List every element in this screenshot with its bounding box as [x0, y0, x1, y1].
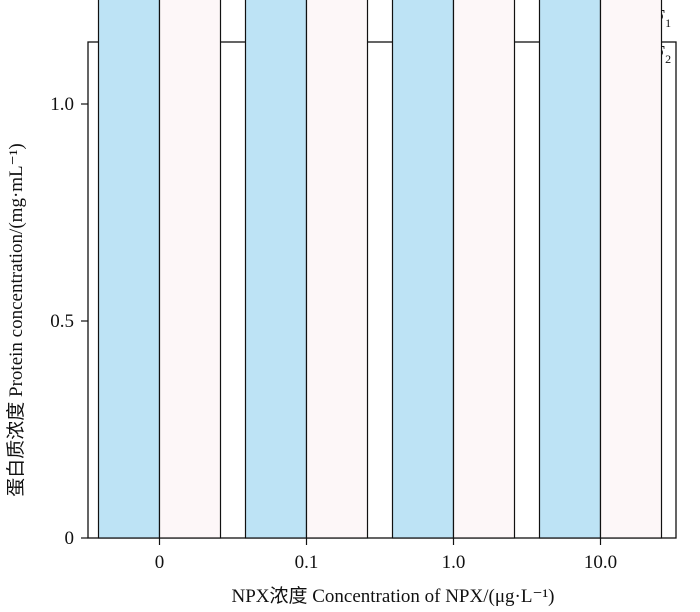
- x-tick-label-3: 10.0: [584, 552, 617, 573]
- y-tick-label-1: 0.5: [50, 311, 74, 332]
- bar-f2-1: [305, 0, 369, 539]
- bar-f1-3: [538, 0, 602, 539]
- x-tick-label-1: 0.1: [295, 552, 319, 573]
- legend-sub-f1: 1: [665, 16, 671, 30]
- bar-f2-0: [158, 0, 222, 539]
- bar-f1-2: [391, 0, 455, 539]
- plot-frame: [87, 41, 677, 539]
- y-tick-label-2: 1.0: [50, 94, 74, 115]
- y-axis-label: 蛋白质浓度 Protein concentration/(mg·mL⁻¹): [5, 143, 27, 496]
- legend-sub-f2: 2: [665, 52, 671, 66]
- bar-f2-2: [452, 0, 516, 539]
- y-tick-label-0: 0: [65, 528, 75, 549]
- x-tick-label-0: 0: [155, 552, 165, 573]
- bar-f1-0: [97, 0, 161, 539]
- x-tick-label-2: 1.0: [442, 552, 466, 573]
- x-axis-label: NPX浓度 Concentration of NPX/(μg·L⁻¹): [231, 585, 554, 607]
- bar-f1-1: [244, 0, 308, 539]
- bar-f2-3: [599, 0, 663, 539]
- chart-marks: 00.51.01.52.00ax0.1ax1.0ax10.0ax: [50, 0, 663, 573]
